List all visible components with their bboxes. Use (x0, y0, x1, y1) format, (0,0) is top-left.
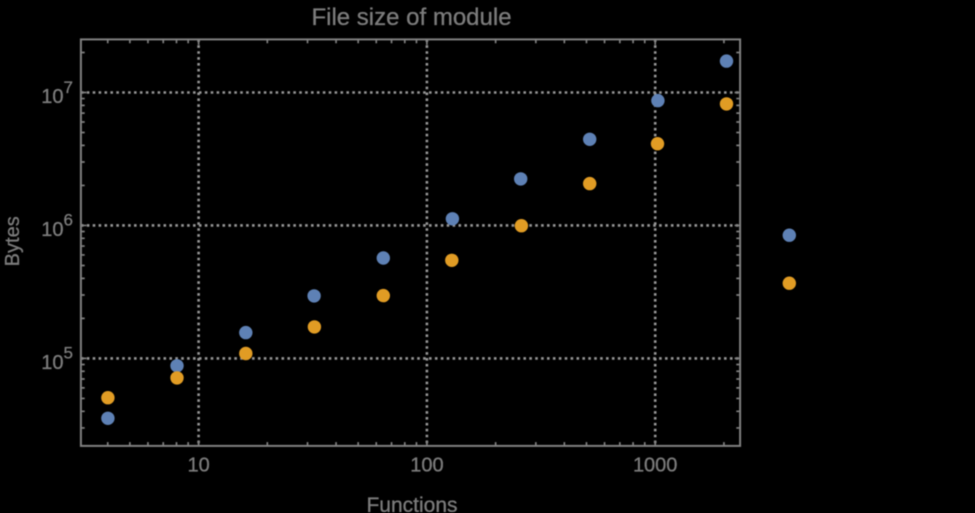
svg-text:1000: 1000 (633, 455, 678, 477)
svg-text:107: 107 (41, 78, 73, 108)
svg-text:File size of module: File size of module (311, 4, 511, 31)
svg-text:Bytes: Bytes (2, 216, 24, 266)
svg-text:10: 10 (187, 455, 209, 477)
svg-text:106: 106 (41, 211, 73, 241)
svg-text:105: 105 (41, 344, 73, 374)
svg-text:Functions: Functions (366, 494, 457, 513)
svg-text:100: 100 (410, 455, 443, 477)
